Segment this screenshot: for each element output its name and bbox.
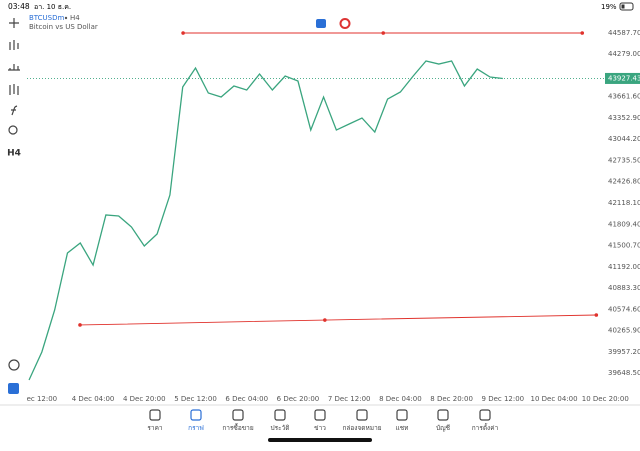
current-price-label: 43927.43 — [608, 74, 640, 82]
nav-icon — [274, 409, 286, 421]
nav-label: บัญชี — [436, 424, 451, 432]
y-tick-label: 40883.30 — [608, 284, 640, 292]
y-tick-label: 43044.20 — [608, 135, 640, 143]
trendline-anchor — [181, 31, 185, 35]
y-tick-label: 44587.70 — [608, 29, 640, 37]
y-tick-label: 39648.50 — [608, 369, 640, 377]
nav-item[interactable]: ข่าว — [314, 409, 326, 432]
home-indicator — [268, 438, 372, 442]
nav-label: แชท — [396, 424, 409, 432]
battery-icon — [619, 2, 634, 11]
x-tick-label: 8 Dec 20:00 — [430, 395, 473, 403]
x-tick-label: 6 Dec 20:00 — [277, 395, 320, 403]
status-date: อา. 10 ธ.ค. — [34, 3, 71, 11]
crosshair-tool[interactable] — [9, 18, 19, 28]
nav-item[interactable]: กล่องจดหมาย — [342, 409, 382, 432]
status-time: 03:48 — [8, 2, 30, 11]
nav-label: การซื้อขาย — [222, 423, 253, 432]
y-tick-label: 41809.40 — [608, 220, 640, 228]
trendline-anchor — [323, 318, 327, 322]
x-tick-label: 4 Dec 20:00 — [123, 395, 166, 403]
y-tick-label: 41500.70 — [608, 242, 640, 250]
function-tool[interactable] — [11, 105, 18, 116]
app-icon[interactable] — [8, 383, 19, 394]
settings-tool[interactable] — [9, 84, 19, 95]
nav-icon — [356, 409, 368, 421]
battery: 19% — [601, 3, 617, 11]
nav-label: กราฟ — [188, 424, 204, 432]
nav-icon — [396, 409, 408, 421]
nav-label: การตั้งค่า — [472, 423, 499, 432]
nav-icon — [149, 409, 161, 421]
y-tick-label: 42118.10 — [608, 199, 640, 207]
x-tick-label: 6 Dec 04:00 — [225, 395, 268, 403]
y-tick-label: 42735.50 — [608, 156, 640, 164]
y-tick-label: 43661.60 — [608, 93, 640, 101]
x-tick-label: 10 Dec 20:00 — [582, 395, 629, 403]
trendline-anchor — [594, 313, 599, 317]
nav-label: กล่องจดหมาย — [342, 424, 381, 432]
x-tick-label: 8 Dec 04:00 — [379, 395, 422, 403]
nav-item[interactable]: บัญชี — [436, 409, 451, 432]
y-tick-label: 40265.90 — [608, 327, 640, 335]
symbol-name[interactable]: BTCUSDm — [29, 14, 65, 22]
nav-label: ราคา — [147, 424, 162, 432]
x-tick-label: 5 Dec 12:00 — [174, 395, 217, 403]
nav-icon — [190, 409, 202, 421]
y-tick-label: 42426.80 — [608, 178, 640, 186]
price-line — [28, 60, 503, 381]
nav-item[interactable]: การตั้งค่า — [472, 409, 499, 432]
nav-icon — [232, 409, 244, 421]
trade-button[interactable] — [316, 19, 326, 28]
y-tick-label: 41192.00 — [608, 263, 640, 271]
trendline-anchor — [381, 31, 386, 35]
x-tick-label: 9 Dec 12:00 — [482, 395, 525, 403]
nav-item[interactable]: ประวัติ — [271, 409, 290, 432]
x-tick-label: 4 Dec 04:00 — [72, 395, 115, 403]
nav-label: ข่าว — [314, 424, 326, 432]
nav-item[interactable]: แชท — [396, 409, 409, 432]
y-tick-label: 39957.20 — [608, 348, 640, 356]
current-price-box — [605, 72, 640, 84]
trendline-anchor — [78, 323, 82, 327]
nav-label: ประวัติ — [271, 424, 290, 432]
y-tick-label: 44279.00 — [608, 50, 640, 58]
x-tick-label: 7 Dec 12:00 — [328, 395, 371, 403]
zoom-tool[interactable] — [8, 359, 20, 371]
chart-type-tool[interactable] — [9, 40, 19, 50]
separator — [64, 16, 68, 20]
symbol-timeframe: H4 — [70, 14, 80, 22]
trendline-anchor — [580, 31, 585, 35]
nav-icon — [437, 409, 449, 421]
x-tick-label: 10 Dec 04:00 — [531, 395, 578, 403]
nav-item[interactable]: กราฟ — [188, 409, 204, 432]
battery-level — [621, 4, 625, 9]
trendline — [80, 314, 597, 326]
left-toolbar — [8, 18, 20, 371]
one-click-button[interactable] — [339, 18, 351, 29]
y-tick-label: 40574.60 — [608, 305, 640, 313]
nav-item[interactable]: การซื้อขาย — [222, 409, 254, 432]
nav-icon — [314, 409, 326, 421]
timeframe-button[interactable]: H4 — [7, 149, 21, 159]
nav-icon — [479, 409, 491, 421]
y-tick-label: 43352.90 — [608, 114, 640, 122]
x-tick-label: ec 12:00 — [27, 395, 58, 403]
objects-tool[interactable] — [8, 125, 18, 135]
indicators-tool[interactable] — [8, 64, 20, 71]
nav-item[interactable]: ราคา — [147, 409, 163, 432]
symbol-description: Bitcoin vs US Dollar — [29, 23, 98, 31]
